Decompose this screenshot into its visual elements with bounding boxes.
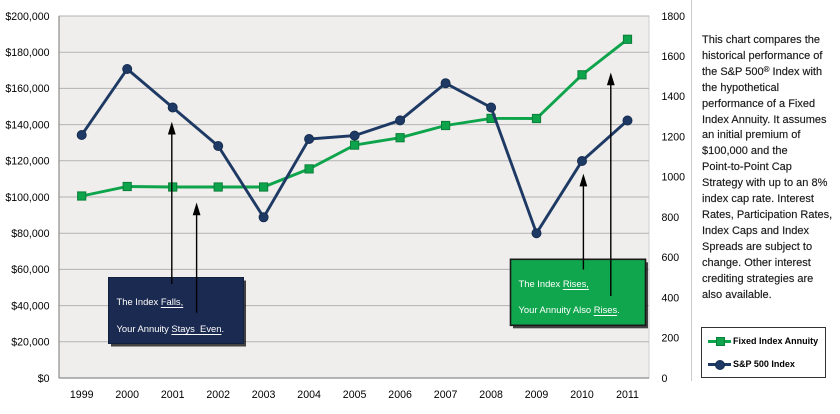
svg-text:2002: 2002 xyxy=(206,389,230,401)
svg-text:$20,000: $20,000 xyxy=(11,337,49,349)
svg-text:$180,000: $180,000 xyxy=(5,47,49,59)
svg-text:2001: 2001 xyxy=(161,389,185,401)
svg-text:2009: 2009 xyxy=(525,389,549,401)
svg-text:600: 600 xyxy=(662,252,680,264)
svg-text:1600: 1600 xyxy=(662,51,686,63)
svg-text:2011: 2011 xyxy=(616,389,639,401)
svg-text:2000: 2000 xyxy=(115,389,139,401)
svg-text:$60,000: $60,000 xyxy=(11,264,49,276)
svg-text:2005: 2005 xyxy=(343,389,367,401)
svg-text:1999: 1999 xyxy=(70,389,94,401)
svg-text:$100,000: $100,000 xyxy=(5,192,49,204)
svg-text:$160,000: $160,000 xyxy=(5,83,49,95)
svg-text:2004: 2004 xyxy=(297,389,321,401)
svg-text:200: 200 xyxy=(662,333,680,345)
svg-text:1000: 1000 xyxy=(662,172,686,184)
svg-text:1400: 1400 xyxy=(662,91,686,103)
svg-text:$0: $0 xyxy=(38,373,50,385)
svg-text:2007: 2007 xyxy=(434,389,458,401)
svg-text:$120,000: $120,000 xyxy=(5,156,49,168)
svg-text:2010: 2010 xyxy=(570,389,594,401)
svg-text:$80,000: $80,000 xyxy=(11,228,49,240)
svg-text:$200,000: $200,000 xyxy=(5,11,49,23)
svg-text:2008: 2008 xyxy=(479,389,503,401)
svg-text:400: 400 xyxy=(662,292,680,304)
svg-text:1200: 1200 xyxy=(662,132,686,144)
svg-text:0: 0 xyxy=(662,373,668,385)
svg-text:1800: 1800 xyxy=(662,11,686,23)
svg-text:800: 800 xyxy=(662,212,680,224)
svg-text:2006: 2006 xyxy=(388,389,412,401)
svg-text:2003: 2003 xyxy=(252,389,276,401)
svg-text:$140,000: $140,000 xyxy=(5,119,49,131)
svg-text:$40,000: $40,000 xyxy=(11,300,49,312)
